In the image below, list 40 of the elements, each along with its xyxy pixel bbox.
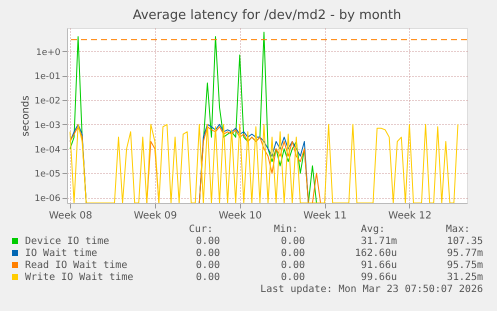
y-tick-label: 1e-02 [34,96,60,107]
text: Cur: [188,224,213,235]
text: 0.00 [280,260,305,271]
legend-label: IO Wait time [25,248,98,259]
text: 0.00 [196,236,220,247]
text: 0.00 [280,236,305,247]
chart-title: Average latency for /dev/md2 - by month [132,8,402,23]
x-tick-label: Week 10 [218,210,262,222]
text: 91.66u [360,260,397,271]
y-tick-label: 1e-04 [34,145,61,156]
legend-label: Read IO Wait time [25,260,128,271]
text: Min: [274,224,298,235]
legend-label: Write IO Wait time [25,272,134,283]
y-tick-label: 1e-03 [34,120,60,131]
y-tick-label: 1e-06 [34,194,61,204]
x-tick-label: Week 11 [303,210,347,222]
text: Max: [446,224,470,235]
text: 95.77m [446,248,483,259]
text: 0.00 [280,272,305,283]
text: 99.66u [360,272,397,283]
text: 0.00 [196,260,220,271]
text: Last update: Mon Mar 23 07:50:07 2026 [260,284,483,295]
x-tick-label: Week 12 [388,210,432,222]
text: Avg: [360,224,385,235]
text: 0.00 [196,248,220,259]
text: 0.00 [280,248,305,259]
x-tick-label: Week 09 [134,210,178,222]
y-tick-label: 1e-05 [34,170,60,180]
text: 107.35 [446,236,483,247]
legend-label: Device IO time [25,236,110,247]
line-series [70,124,458,203]
x-tick-label: Week 08 [48,210,92,222]
text: 0.00 [196,272,220,283]
y-tick-label: 1e-01 [34,72,60,82]
y-axis-title: seconds [20,96,32,136]
text: 31.25m [446,272,483,283]
text: 31.71m [360,236,397,247]
y-tick-label: 1e+0 [36,48,61,58]
text: 162.60u [354,248,397,259]
text: 95.75m [446,260,483,271]
